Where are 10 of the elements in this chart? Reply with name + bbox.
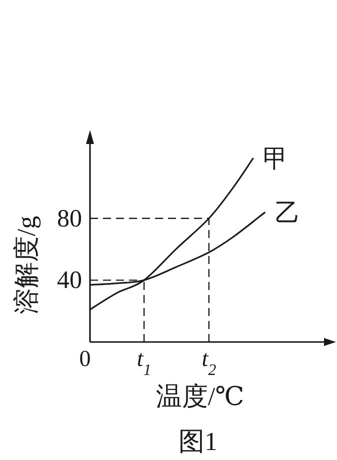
- series-label: 甲: [263, 146, 288, 174]
- xlabel: 温度/℃: [156, 382, 244, 411]
- xtick: t$_{1}$: [136, 346, 152, 378]
- series-label: 乙: [275, 200, 300, 228]
- xtick: 0: [79, 346, 91, 371]
- ytick: 80: [57, 204, 82, 232]
- ytick: 40: [57, 266, 82, 294]
- ylabel: 溶解度/g: [12, 216, 41, 314]
- xtick: t$_{2}$: [202, 346, 216, 378]
- annotation: 图1: [178, 427, 218, 456]
